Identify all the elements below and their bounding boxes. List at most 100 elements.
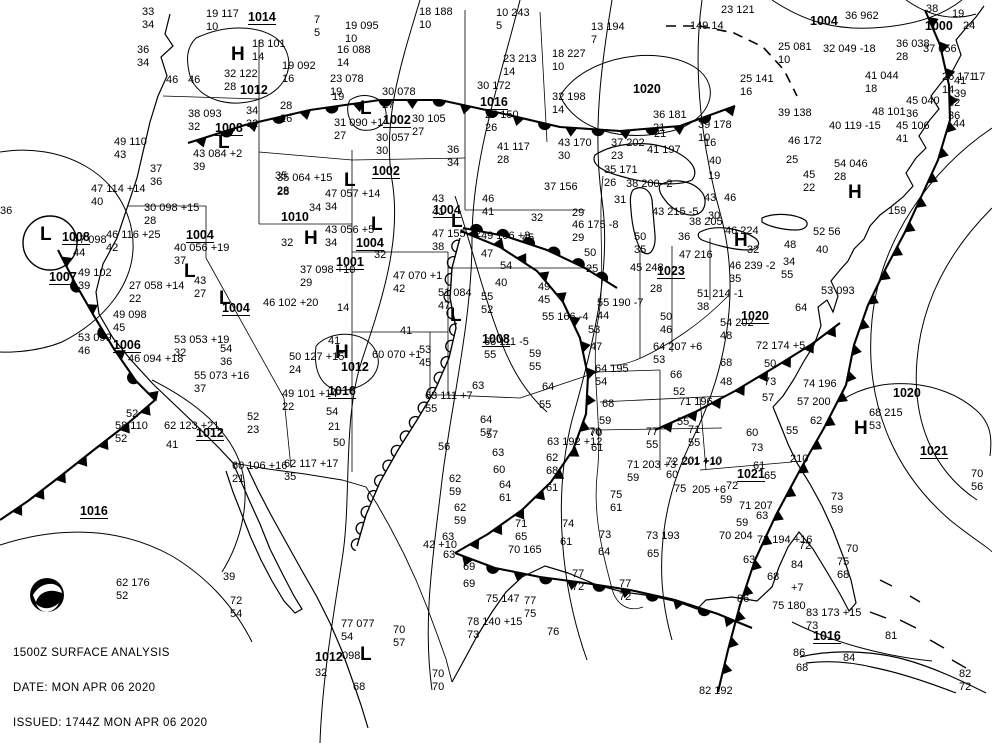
station-plot: 51 214 -1 38 bbox=[697, 288, 744, 313]
station-plot: 23 121 bbox=[721, 4, 755, 16]
station-plot: 62 59 bbox=[454, 502, 467, 527]
title-line: 1500Z SURFACE ANALYSIS bbox=[13, 646, 170, 659]
low-pressure-center: L bbox=[184, 261, 196, 282]
station-plot: 72 bbox=[799, 540, 812, 552]
station-plot: 57 200 bbox=[797, 396, 831, 408]
isobar-label: 1006 bbox=[113, 338, 141, 353]
front-pip-cold bbox=[119, 422, 130, 434]
station-plot: 32 bbox=[281, 237, 294, 249]
front-trough bbox=[666, 25, 798, 97]
station-plot: 72 201 +10 60 bbox=[666, 456, 722, 481]
isobar-label: 1016 bbox=[328, 384, 356, 399]
front-cold bbox=[454, 230, 590, 554]
front-pip-cold bbox=[516, 253, 527, 265]
front-cold bbox=[654, 322, 841, 431]
station-plot: 46 bbox=[188, 74, 201, 86]
front-cold bbox=[844, 9, 952, 386]
station-plot: 17 bbox=[973, 71, 986, 83]
front-pip-cold bbox=[946, 121, 957, 133]
high-pressure-center: H bbox=[335, 342, 349, 363]
station-plot: 48 bbox=[720, 376, 733, 388]
isobar-label: 1001 bbox=[336, 255, 364, 270]
station-plot: 57 bbox=[486, 429, 499, 441]
low-pressure-center: L bbox=[218, 132, 230, 153]
front-pip-cold bbox=[566, 580, 579, 591]
front-layer bbox=[0, 9, 959, 693]
station-plot: 41 bbox=[328, 335, 341, 347]
front-pip-cold bbox=[620, 588, 632, 599]
station-plot: 32 198 14 bbox=[552, 91, 586, 116]
front-pip-dryline bbox=[443, 289, 451, 304]
florida-coastline bbox=[756, 406, 857, 613]
front-pip-cold bbox=[565, 127, 578, 137]
station-plot: 49 110 43 bbox=[114, 136, 147, 161]
front-pip-cold bbox=[140, 404, 151, 416]
station-plot: 50 35 bbox=[634, 231, 647, 256]
isobar-label: 1008 bbox=[215, 121, 243, 136]
front-pip-cold bbox=[462, 555, 474, 567]
front-pip-warm bbox=[378, 99, 392, 107]
station-plot: 73 194 +16 bbox=[757, 534, 813, 546]
station-plot: 55 bbox=[786, 425, 799, 437]
station-plot: 49 102 39 bbox=[78, 267, 112, 292]
station-plot: 32 bbox=[531, 212, 544, 224]
station-plot: 75 bbox=[674, 483, 687, 495]
isobar-label: 1000 bbox=[925, 19, 953, 33]
front-pip-warm bbox=[698, 114, 712, 124]
front-pip-warm bbox=[522, 237, 536, 246]
pacific-coastline bbox=[95, 13, 303, 614]
station-plot: 70 70 bbox=[432, 668, 445, 693]
station-plot: 83 173 +15 73 bbox=[806, 607, 862, 632]
front-pip-cold bbox=[904, 221, 916, 233]
station-plot: 34 bbox=[783, 256, 796, 268]
front-pip-cold bbox=[406, 100, 419, 109]
station-plot: 58 110 52 bbox=[115, 420, 148, 445]
isobar-label: 1004 bbox=[810, 14, 838, 28]
front-pip-dryline bbox=[350, 538, 360, 552]
station-plot: 25 141 16 bbox=[740, 73, 774, 98]
bahamas-islands bbox=[869, 579, 967, 669]
station-plot: 16 088 14 bbox=[337, 44, 371, 69]
front-pip-cold bbox=[661, 421, 673, 433]
front-stationary bbox=[187, 98, 736, 145]
station-plot: 35 bbox=[275, 170, 288, 182]
station-plot: 45 040 36 bbox=[906, 95, 940, 120]
station-plot: 46 102 +20 bbox=[263, 297, 319, 309]
front-pip-cold bbox=[837, 391, 848, 403]
station-plot: 75 61 bbox=[610, 489, 623, 514]
front-pip-cold bbox=[147, 390, 159, 402]
station-plot: 39 138 bbox=[778, 107, 812, 119]
front-pip-cold bbox=[773, 510, 784, 522]
front-pip-cold bbox=[945, 67, 956, 80]
station-plot: 34 32 bbox=[246, 105, 259, 130]
front-pip-warm bbox=[127, 372, 138, 385]
isobar-label: 1002 bbox=[383, 113, 411, 128]
front-pip-cold bbox=[12, 505, 23, 516]
station-plot: 149 14 bbox=[690, 20, 724, 32]
front-pip-cold bbox=[568, 446, 580, 457]
front-pip-cold bbox=[580, 340, 591, 353]
station-plot: 64 61 bbox=[499, 479, 512, 504]
station-plot: 61 bbox=[753, 460, 766, 472]
station-plot: 55 073 +16 37 bbox=[194, 370, 250, 395]
station-plot: 35 064 +15 28 bbox=[277, 172, 333, 197]
station-plot: 47 216 bbox=[679, 249, 713, 261]
station-plot: 73 193 bbox=[646, 530, 680, 542]
station-plot: 36 181 21 bbox=[653, 109, 687, 134]
front-pip-cold bbox=[672, 599, 685, 610]
front-pip-cold bbox=[538, 271, 550, 282]
front-pip-cold bbox=[61, 256, 73, 268]
isobar-label: 1008 bbox=[482, 332, 510, 347]
title-line: DATE: MON APR 06 2020 bbox=[13, 681, 156, 694]
station-plot: 36 bbox=[678, 231, 691, 243]
station-plot: 54 bbox=[326, 406, 339, 418]
station-plot: 41 bbox=[400, 325, 413, 337]
station-plot: 50 bbox=[764, 358, 777, 370]
front-pip-warm bbox=[697, 607, 711, 617]
station-plot: 37 36 bbox=[150, 163, 163, 188]
front-pip-cold bbox=[87, 304, 98, 315]
station-plot: 75 180 bbox=[772, 600, 806, 612]
front-pip-cold bbox=[569, 316, 581, 328]
station-plot: 32 bbox=[747, 244, 760, 256]
front-pip-warm bbox=[70, 280, 81, 293]
